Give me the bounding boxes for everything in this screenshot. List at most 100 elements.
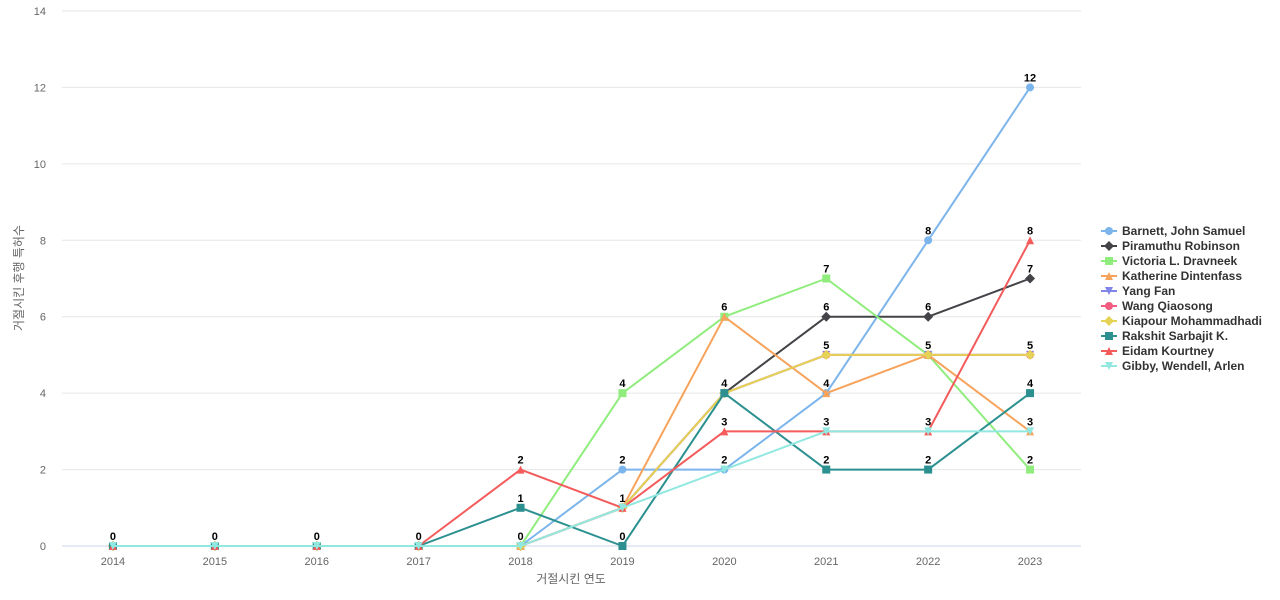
data-label: 0 bbox=[212, 531, 218, 543]
series-line[interactable] bbox=[111, 430, 1032, 547]
data-label: 2 bbox=[517, 455, 523, 467]
data-point[interactable] bbox=[822, 389, 831, 398]
legend-marker bbox=[1104, 316, 1114, 326]
series-1 bbox=[107, 273, 1036, 551]
data-label: 7 bbox=[1027, 264, 1033, 276]
data-point[interactable] bbox=[923, 349, 934, 360]
data-point[interactable] bbox=[821, 311, 832, 322]
grid-lines bbox=[62, 10, 1081, 547]
data-label: 12 bbox=[1024, 72, 1036, 84]
data-point[interactable] bbox=[618, 503, 627, 512]
data-label: 3 bbox=[925, 416, 931, 428]
data-point[interactable] bbox=[923, 311, 934, 322]
y-tick-label: 6 bbox=[40, 312, 46, 324]
y-tick-label: 12 bbox=[34, 82, 46, 94]
data-label: 4 bbox=[1027, 378, 1034, 390]
data-label: 2 bbox=[721, 455, 727, 467]
data-point[interactable] bbox=[210, 542, 219, 550]
series-line[interactable] bbox=[111, 277, 1032, 547]
data-label: 3 bbox=[823, 416, 829, 428]
legend-item[interactable]: Kiapour Mohammadhadi bbox=[1101, 314, 1262, 328]
data-label: 5 bbox=[1027, 340, 1033, 352]
legend-item[interactable]: Katherine Dintenfass bbox=[1101, 269, 1242, 283]
data-point[interactable] bbox=[720, 312, 729, 321]
data-point[interactable] bbox=[414, 542, 423, 550]
legend-item[interactable]: Yang Fan bbox=[1101, 284, 1175, 298]
series-line[interactable] bbox=[111, 353, 1032, 547]
data-label: 6 bbox=[823, 302, 829, 314]
data-label: 6 bbox=[925, 302, 931, 314]
data-point[interactable] bbox=[1026, 83, 1035, 92]
series-line[interactable] bbox=[111, 353, 1032, 547]
data-label: 2 bbox=[925, 455, 931, 467]
data-point[interactable] bbox=[1025, 349, 1036, 360]
series-9 bbox=[108, 427, 1035, 550]
data-label: 8 bbox=[925, 225, 931, 237]
data-point[interactable] bbox=[618, 465, 627, 474]
data-point[interactable] bbox=[1026, 465, 1035, 474]
legend-item[interactable]: Wang Qiaosong bbox=[1101, 299, 1213, 313]
series-4 bbox=[108, 350, 1035, 550]
legend-label: Victoria L. Dravneek bbox=[1122, 254, 1237, 268]
data-point[interactable] bbox=[720, 427, 729, 436]
data-point[interactable] bbox=[618, 389, 627, 398]
legend-item[interactable]: Gibby, Wendell, Arlen bbox=[1101, 359, 1244, 373]
data-label: 0 bbox=[314, 531, 320, 543]
data-label: 4 bbox=[823, 378, 830, 390]
data-label: 0 bbox=[110, 531, 116, 543]
data-label: 0 bbox=[517, 531, 523, 543]
data-point[interactable] bbox=[924, 427, 933, 436]
legend-item[interactable]: Barnett, John Samuel bbox=[1101, 224, 1245, 238]
series-line[interactable] bbox=[111, 277, 1032, 547]
data-point[interactable] bbox=[1026, 236, 1035, 245]
legend-marker bbox=[1105, 287, 1113, 295]
legend-item[interactable]: Victoria L. Dravneek bbox=[1101, 254, 1237, 268]
data-label: 0 bbox=[416, 531, 422, 543]
y-tick-label: 4 bbox=[40, 388, 46, 400]
legend-label: Wang Qiaosong bbox=[1122, 299, 1213, 313]
data-label: 1 bbox=[517, 493, 523, 505]
x-tick-label: 2018 bbox=[508, 556, 532, 568]
legend-label: Katherine Dintenfass bbox=[1122, 269, 1242, 283]
data-label: 6 bbox=[721, 302, 727, 314]
data-point[interactable] bbox=[720, 389, 729, 398]
data-point[interactable] bbox=[108, 542, 117, 550]
data-point[interactable] bbox=[720, 465, 729, 474]
series-6 bbox=[107, 349, 1036, 551]
data-point[interactable] bbox=[516, 465, 525, 474]
data-point[interactable] bbox=[821, 349, 832, 360]
legend-label: Piramuthu Robinson bbox=[1122, 239, 1240, 253]
y-tick-label: 0 bbox=[40, 541, 46, 553]
legend-item[interactable]: Piramuthu Robinson bbox=[1101, 239, 1240, 253]
series-group bbox=[107, 83, 1036, 551]
series-line[interactable] bbox=[111, 353, 1032, 547]
legend-marker bbox=[1104, 241, 1114, 251]
data-point[interactable] bbox=[1025, 273, 1036, 284]
legend-marker bbox=[1105, 362, 1113, 370]
series-5 bbox=[108, 350, 1035, 550]
data-point[interactable] bbox=[312, 542, 321, 550]
x-tick-label: 2020 bbox=[712, 556, 736, 568]
data-label: 3 bbox=[1027, 416, 1033, 428]
x-tick-label: 2015 bbox=[203, 556, 227, 568]
legend-marker bbox=[1105, 332, 1113, 340]
data-label: 2 bbox=[1027, 455, 1033, 467]
legend-label: Yang Fan bbox=[1122, 284, 1175, 298]
legend-label: Rakshit Sarbajit K. bbox=[1122, 329, 1228, 343]
data-point[interactable] bbox=[822, 274, 831, 283]
data-point[interactable] bbox=[822, 427, 831, 436]
legend-item[interactable]: Rakshit Sarbajit K. bbox=[1101, 329, 1228, 343]
legend-marker bbox=[1105, 227, 1113, 235]
data-point[interactable] bbox=[618, 542, 627, 550]
legend-item[interactable]: Eidam Kourtney bbox=[1101, 344, 1214, 358]
data-point[interactable] bbox=[516, 542, 525, 550]
data-point[interactable] bbox=[924, 236, 933, 245]
data-point[interactable] bbox=[924, 465, 933, 474]
data-point[interactable] bbox=[822, 465, 831, 474]
data-label: 7 bbox=[823, 264, 829, 276]
data-point[interactable] bbox=[516, 503, 525, 512]
data-point[interactable] bbox=[1026, 389, 1035, 398]
data-point[interactable] bbox=[1026, 427, 1035, 436]
